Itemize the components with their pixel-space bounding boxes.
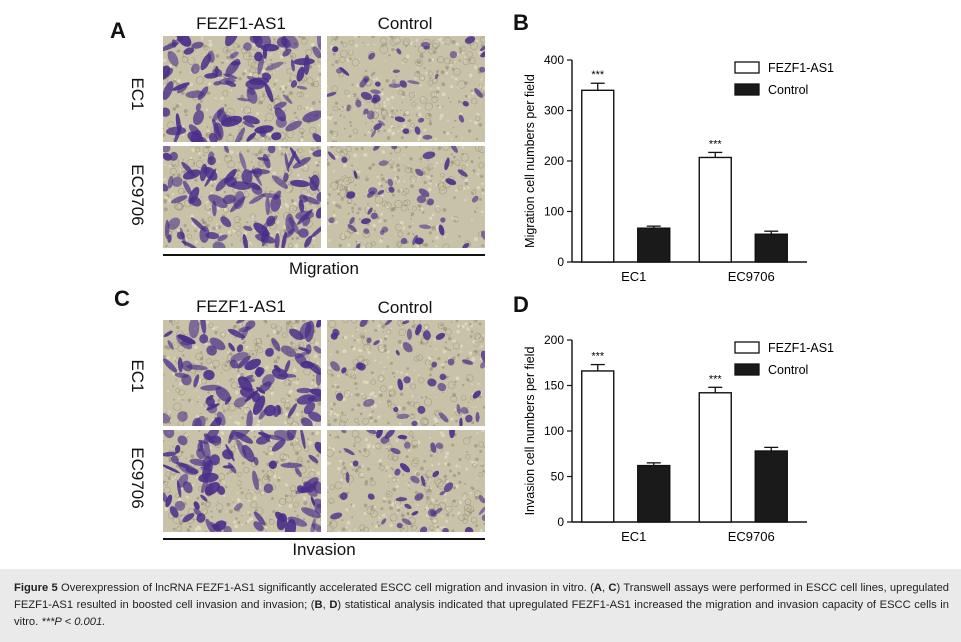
legend-swatch: [734, 61, 760, 74]
significance-label: ***: [709, 138, 723, 150]
caption-sep-2: ,: [322, 599, 330, 611]
chart-invasion: 0 50 100 150 200 Invasion cell numbers per fi…: [523, 333, 834, 544]
y-tick-label: 300: [544, 104, 564, 118]
col-header-fezf1-a: FEZF1-AS1: [196, 14, 286, 33]
legend-label: FEZF1-AS1: [768, 341, 834, 355]
micrograph-migration-ec9706-fezf1: [163, 146, 321, 248]
caption-text-2: ) Transwell assays were performed in ESC…: [14, 582, 950, 611]
y-tick-label: 100: [544, 424, 564, 438]
bar-control: [754, 450, 788, 523]
significance-label: ***: [709, 373, 723, 385]
legend-swatch: [734, 83, 760, 96]
col-header-control-c: Control: [377, 298, 433, 317]
x-tick-label: EC1: [621, 269, 646, 284]
figure-label: Figure 5: [14, 582, 58, 594]
legend-label: FEZF1-AS1: [768, 61, 834, 75]
y-tick-label: 200: [544, 154, 564, 168]
y-tick-label: 150: [544, 379, 564, 393]
micrograph-migration-ec9706-control: [327, 146, 485, 248]
invasion-bracket: [163, 538, 485, 540]
y-axis-label: Invasion cell numbers per field: [523, 347, 537, 516]
col-header-control-a: Control: [377, 14, 433, 33]
legend-swatch: [734, 363, 760, 376]
y-tick-label: 0: [557, 515, 564, 529]
migration-bracket: [163, 254, 485, 256]
chart-migration: 0 100 200 300 400 Migration cell numbers per …: [523, 53, 834, 284]
panel-letter-b: B: [513, 10, 529, 35]
row-label-ec1-c: EC1: [128, 359, 147, 393]
significance-label: ***: [591, 351, 605, 363]
y-tick-label: 400: [544, 53, 564, 67]
y-tick-label: 200: [544, 333, 564, 347]
micrograph-invasion-ec1-fezf1: [163, 320, 321, 426]
panel-letter-a: A: [110, 18, 126, 43]
bar-fezf1-as1: [698, 156, 732, 263]
legend-swatch: [734, 341, 760, 354]
bar-control: [637, 227, 671, 263]
bar-control: [637, 464, 671, 523]
micrograph-invasion-ec1-control: [327, 320, 485, 426]
x-tick-label: EC9706: [728, 269, 775, 284]
bar-fezf1-as1: [698, 392, 732, 523]
caption-text-1: Overexpression of lncRNA FEZF1-AS1 signi…: [57, 582, 594, 594]
caption-ref-a: A: [593, 582, 602, 594]
legend-label: Control: [768, 83, 808, 97]
figure-caption: Figure 5 Overexpression of lncRNA FEZF1-…: [14, 580, 949, 631]
row-label-ec1-a: EC1: [128, 77, 147, 111]
micrograph-invasion-ec9706-control: [327, 430, 485, 532]
caption-ref-b: B: [314, 599, 323, 611]
bar-fezf1-as1: [581, 370, 615, 523]
legend-label: Control: [768, 363, 808, 377]
caption-text-3: ) statistical analysis indicated that up…: [14, 599, 949, 628]
y-axis-label: Migration cell numbers per field: [523, 74, 537, 248]
y-tick-label: 100: [544, 205, 564, 219]
caption-ref-d: D: [329, 599, 338, 611]
row-label-ec9706-c: EC9706: [128, 447, 147, 509]
y-tick-label: 50: [551, 470, 565, 484]
y-tick-label: 0: [557, 255, 564, 269]
invasion-label: Invasion: [292, 540, 356, 559]
panel-letter-d: D: [513, 292, 529, 317]
bar-control: [754, 233, 788, 263]
caption-sep-1: ,: [601, 582, 609, 594]
x-tick-label: EC1: [621, 529, 646, 544]
caption-ref-c: C: [608, 582, 617, 594]
caption-background: [0, 569, 961, 642]
caption-significance-note: ***P < 0.001.: [41, 616, 106, 628]
micrograph-invasion-ec9706-fezf1: [163, 430, 321, 532]
micrograph-migration-ec1-control: [327, 36, 485, 142]
bar-fezf1-as1: [581, 89, 615, 263]
micrograph-migration-ec1-fezf1: [163, 36, 321, 142]
significance-label: ***: [591, 69, 605, 81]
col-header-fezf1-c: FEZF1-AS1: [196, 297, 286, 316]
row-label-ec9706-a: EC9706: [128, 164, 147, 226]
migration-label: Migration: [289, 259, 359, 278]
panel-letter-c: C: [114, 286, 130, 311]
x-tick-label: EC9706: [728, 529, 775, 544]
